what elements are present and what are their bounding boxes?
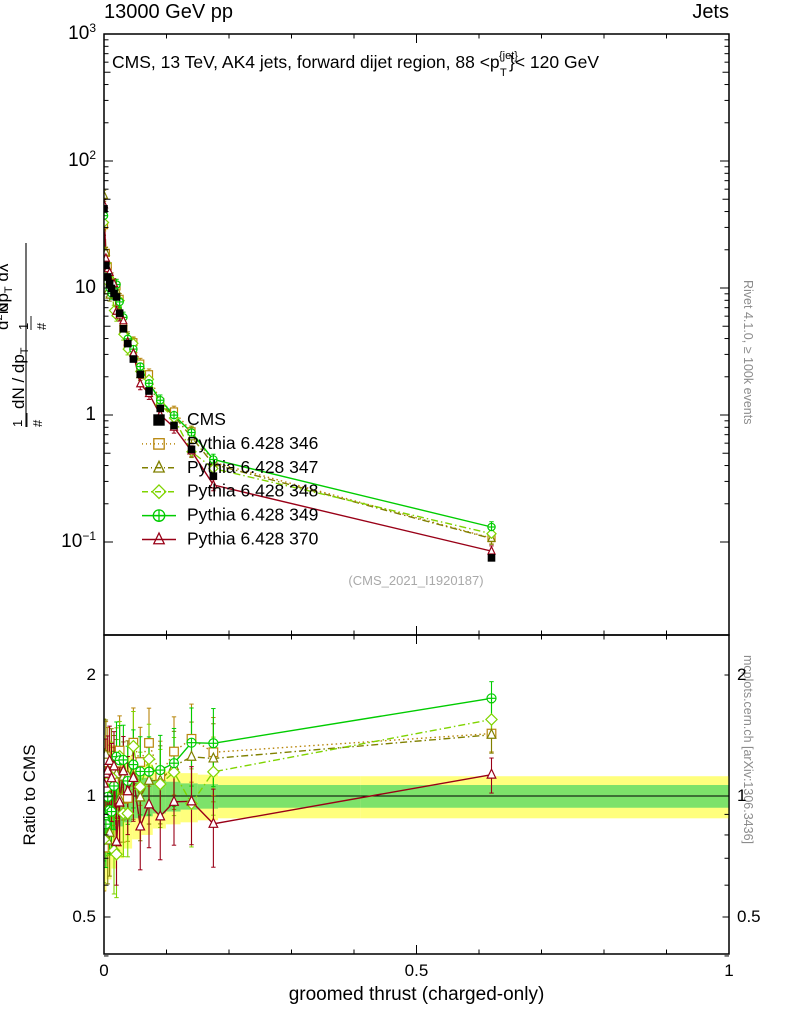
svg-text:dN / dpT: dN / dpT: [9, 347, 31, 409]
svg-text:CMS, 13 TeV, AK4 jets, forward: CMS, 13 TeV, AK4 jets, forward dijet reg…: [112, 52, 500, 72]
svg-text:1: 1: [85, 404, 96, 425]
svg-text:#: #: [30, 419, 45, 427]
svg-text:1: 1: [737, 786, 746, 805]
svg-text:Jets: Jets: [692, 1, 729, 23]
svg-text:0.5: 0.5: [405, 961, 429, 980]
svg-text:13000 GeV pp: 13000 GeV pp: [104, 1, 233, 23]
svg-text:T: T: [500, 67, 507, 79]
svg-text:Pythia 6.428 346: Pythia 6.428 346: [187, 433, 318, 453]
svg-text:#: #: [34, 322, 49, 330]
svg-text:0: 0: [99, 961, 108, 980]
svg-text:groomed thrust (charged-only): groomed thrust (charged-only): [289, 984, 545, 1005]
svg-text:Rivet 4.1.0, ≥ 100k events: Rivet 4.1.0, ≥ 100k events: [741, 280, 755, 424]
svg-text:}< 120 GeV: }< 120 GeV: [509, 52, 599, 72]
svg-text:2: 2: [87, 665, 96, 684]
svg-text:1: 1: [10, 420, 25, 427]
svg-text:0.5: 0.5: [737, 907, 761, 926]
svg-text:CMS: CMS: [187, 409, 226, 429]
svg-text:0.5: 0.5: [72, 907, 96, 926]
svg-text:1: 1: [724, 961, 733, 980]
svg-text:Pythia 6.428 347: Pythia 6.428 347: [187, 457, 318, 477]
svg-text:1: 1: [16, 323, 31, 330]
svg-text:Pythia 6.428 348: Pythia 6.428 348: [187, 481, 318, 501]
svg-text:2: 2: [737, 665, 746, 684]
svg-text:1: 1: [87, 786, 96, 805]
svg-text:Pythia 6.428 349: Pythia 6.428 349: [187, 505, 318, 525]
svg-text:Pythia 6.428 370: Pythia 6.428 370: [187, 529, 319, 549]
svg-text:10: 10: [75, 277, 96, 298]
svg-text:(CMS_2021_I1920187): (CMS_2021_I1920187): [348, 573, 483, 588]
svg-text:Ratio to CMS: Ratio to CMS: [20, 744, 39, 845]
